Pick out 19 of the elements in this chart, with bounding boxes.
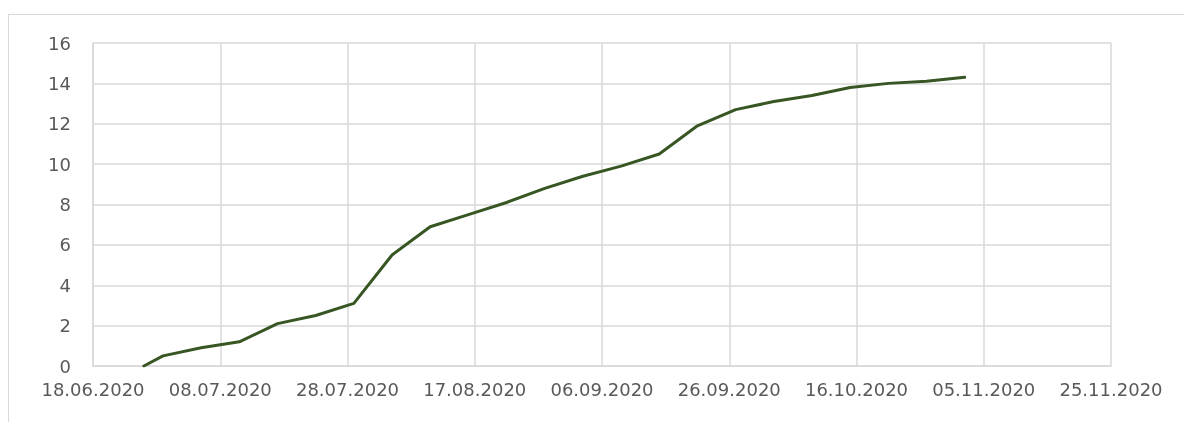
y-tick-label: 12	[48, 113, 71, 135]
y-tick-label: 0	[59, 355, 71, 377]
y-tick-label: 6	[59, 234, 71, 256]
x-tick-label: 05.11.2020	[932, 378, 1036, 400]
y-tick-label: 4	[59, 274, 71, 296]
x-tick-label: 26.09.2020	[677, 378, 781, 400]
x-tick-label: 08.07.2020	[168, 378, 272, 400]
x-tick-label: 17.08.2020	[423, 378, 527, 400]
y-tick-label: 10	[48, 153, 71, 175]
x-tick-label: 06.09.2020	[550, 378, 654, 400]
x-tick-label: 28.07.2020	[295, 378, 400, 400]
y-tick-label: 8	[59, 194, 71, 215]
y-tick-label: 16	[48, 32, 71, 54]
line-series	[142, 75, 967, 368]
x-tick-label: 16.10.2020	[804, 378, 909, 400]
x-tick-label: 18.06.2020	[41, 378, 145, 400]
y-tick-label: 14	[48, 72, 71, 94]
x-tick-label: 25.11.2020	[1059, 378, 1163, 400]
y-tick-label: 2	[59, 315, 71, 337]
